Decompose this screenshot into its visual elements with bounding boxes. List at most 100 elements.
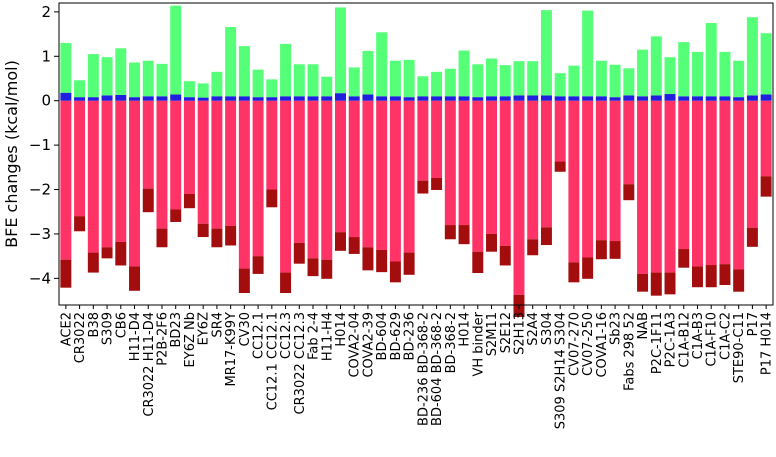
bar-segment (595, 240, 607, 260)
bar-segment (499, 100, 511, 246)
x-tick-label: CV30 (238, 312, 253, 347)
bar-segment (554, 96, 566, 101)
bar-segment (527, 239, 539, 256)
x-tick-label: S2E12 (499, 312, 514, 353)
bar-segment (362, 94, 374, 101)
x-tick-label: SR4 (210, 312, 225, 338)
bar-segment (623, 100, 635, 185)
x-tick-label: C1A-C2 (718, 312, 733, 360)
bar-segment (115, 100, 127, 242)
x-tick-label: CB6 (114, 312, 129, 338)
bar-segment (87, 97, 99, 101)
bar-segment (280, 43, 292, 97)
x-tick-label: BD-368-2 (444, 312, 459, 373)
bar-segment (197, 100, 209, 224)
bar-segment (733, 100, 745, 270)
bar-segment (156, 228, 168, 248)
y-tick-label: 1 (41, 47, 51, 65)
x-tick-label: S309 S2H14 S304 (554, 312, 569, 429)
bar-segment (609, 64, 621, 98)
x-tick-label: COVA2-04 (348, 312, 363, 378)
x-tick-label: CR3022 H11-D4 (142, 312, 157, 417)
bar-segment (472, 251, 484, 274)
bar-segment (376, 96, 388, 101)
bar-segment (705, 265, 717, 288)
x-tick-label: CV07-270 (567, 312, 582, 376)
x-tick-label: H11-D4 (128, 312, 143, 361)
bar-segment (513, 100, 525, 295)
bar-segment (321, 100, 333, 260)
bar-segment (389, 60, 401, 97)
x-tick-label: BD23 (169, 312, 184, 347)
x-tick-label: S2M11 (485, 312, 500, 356)
bar-segment (760, 33, 772, 95)
bar-segment (115, 48, 127, 95)
plot-frame (58, 2, 774, 306)
bar-segment (156, 96, 168, 101)
bar-segment (582, 10, 594, 97)
bar-segment (225, 225, 237, 246)
bar-segment (582, 257, 594, 279)
bar-segment (129, 266, 141, 291)
bar-segment (417, 180, 429, 194)
bar-segment (389, 100, 401, 262)
bar-segment (307, 96, 319, 101)
bar-segment (307, 64, 319, 97)
bar-segment (321, 96, 333, 101)
bar-segment (238, 96, 250, 101)
bar-segment (129, 100, 141, 267)
bar-segment (101, 57, 113, 96)
x-tick-label: P17 H014 (760, 312, 775, 375)
bar-segment (183, 100, 195, 194)
bar-segment (334, 7, 346, 94)
bar-segment (678, 100, 690, 250)
x-tick-label: COVA1-16 (595, 312, 610, 378)
bar-segment (142, 96, 154, 101)
bar-segment (211, 71, 223, 97)
bar-segment (595, 96, 607, 101)
bar-segment (568, 100, 580, 263)
bar-segment (87, 252, 99, 273)
bar-segment (664, 100, 676, 273)
x-tick-label: P2B-2F6 (155, 312, 170, 366)
bar-segment (403, 59, 415, 98)
x-tick-label: CC12.1 CC12.1 (265, 312, 280, 410)
bar-segment (266, 97, 278, 101)
bar-segment (348, 96, 360, 101)
bar-segment (280, 100, 292, 273)
bar-segment (307, 258, 319, 277)
bar-segment (472, 64, 484, 98)
bar-segment (238, 268, 250, 294)
bar-segment (417, 76, 429, 97)
bar-segment (733, 60, 745, 98)
bar-segment (101, 247, 113, 259)
y-axis-title: BFE changes (kcal/mol) (2, 60, 21, 248)
bar-segment (691, 96, 703, 101)
x-tick-label: CR3022 CC12.3 (293, 312, 308, 414)
bar-segment (527, 100, 539, 240)
bar-segment (431, 96, 443, 101)
bar-segment (637, 100, 649, 274)
x-tick-label: CC12.3 (279, 312, 294, 359)
x-tick-label: C1A-B12 (677, 312, 692, 368)
bar-segment (156, 63, 168, 97)
bar-segment (472, 100, 484, 252)
bar-segment (74, 80, 86, 98)
y-tick-label: −2 (29, 181, 51, 199)
x-tick-label: MR17-K99Y (224, 312, 239, 387)
x-tick-label: Sb23 (609, 312, 624, 345)
bar-segment (211, 100, 223, 229)
x-tick-label: NAB (636, 312, 651, 340)
x-tick-label: P17 (746, 312, 761, 336)
bar-segment (705, 100, 717, 266)
x-tick-label: Fab 2-4 (307, 312, 322, 360)
bar-segment (238, 100, 250, 269)
bar-segment (623, 184, 635, 201)
bar-segment (87, 54, 99, 98)
bar-segment (101, 100, 113, 248)
bar-segment (746, 17, 758, 96)
bar-segment (540, 10, 552, 96)
bar-segment (595, 60, 607, 97)
bar-segment (444, 225, 456, 240)
